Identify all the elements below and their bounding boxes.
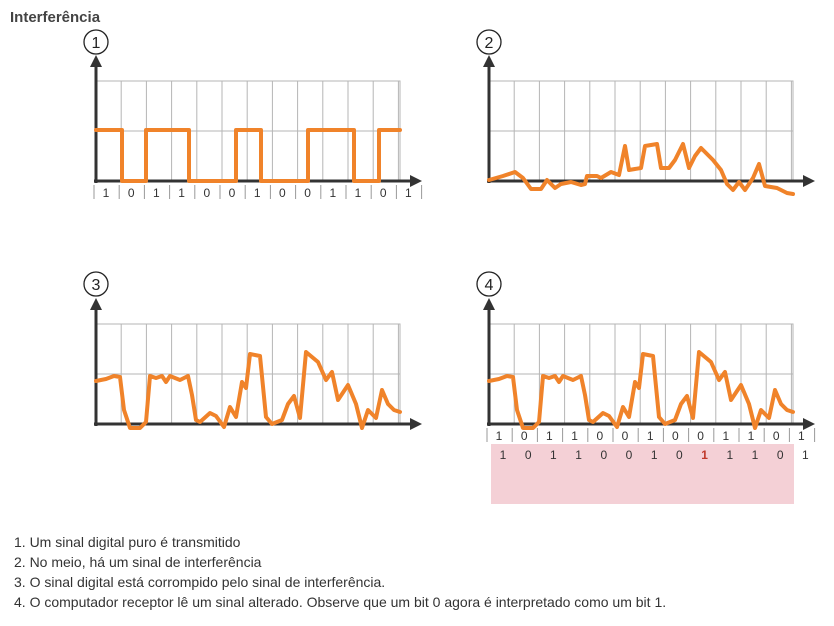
panel-1-bit-labels: 1 0 1 1 0 0 1 0 0 1 1 0 1 <box>93 185 423 200</box>
bit-label: 0 <box>279 186 286 200</box>
signal-line <box>94 128 402 183</box>
bit-label: 1 <box>748 429 755 443</box>
signal-line <box>487 142 795 196</box>
y-axis-arrow-icon <box>90 298 102 310</box>
flipped-bit-label: 1 <box>701 448 708 462</box>
panel-number: 2 <box>485 35 494 52</box>
page-title: Interferência <box>10 9 101 26</box>
signal-line <box>487 350 795 430</box>
bit-label: 0 <box>697 429 704 443</box>
panel-3: 3 <box>83 271 422 430</box>
bit-label: 1 <box>647 429 654 443</box>
bit-label: 0 <box>380 186 387 200</box>
bit-label: 0 <box>304 186 311 200</box>
bit-label: 1 <box>178 186 185 200</box>
bit-label: 1 <box>546 429 553 443</box>
panel-4-bit-labels: 1 0 1 1 0 0 1 0 0 1 1 0 1 <box>486 428 816 443</box>
received-bit-label: 1 <box>550 448 557 462</box>
panel-2-grid <box>488 80 794 182</box>
x-axis-arrow-icon <box>803 418 815 430</box>
received-bit-label: 1 <box>726 448 733 462</box>
y-axis-arrow-icon <box>483 55 495 67</box>
bit-label: 1 <box>254 186 261 200</box>
panel-number-badge <box>83 29 109 55</box>
panel-number: 3 <box>92 277 101 294</box>
panel-number-badge <box>476 271 502 297</box>
bit-label: 1 <box>103 186 110 200</box>
received-bit-label: 1 <box>651 448 658 462</box>
x-axis-arrow-icon <box>803 175 815 187</box>
bit-label: 0 <box>203 186 210 200</box>
bit-label: 1 <box>798 429 805 443</box>
bit-label: 1 <box>355 186 362 200</box>
steps-list: 1. Um sinal digital puro é transmitido 2… <box>14 532 666 612</box>
signal-line <box>94 350 402 430</box>
received-bit-label: 0 <box>777 448 784 462</box>
bit-label: 1 <box>722 429 729 443</box>
received-bit-label: 0 <box>676 448 683 462</box>
panel-2: 2 <box>476 29 815 196</box>
received-bits: 1 0 1 1 0 0 1 0 1 1 1 0 1 <box>491 444 809 504</box>
received-bit-label: 0 <box>626 448 633 462</box>
y-axis-arrow-icon <box>483 298 495 310</box>
bit-label: 0 <box>521 429 528 443</box>
bit-label: 0 <box>672 429 679 443</box>
x-axis-arrow-icon <box>410 418 422 430</box>
bit-label: 0 <box>229 186 236 200</box>
received-bit-label: 0 <box>600 448 607 462</box>
bit-label: 1 <box>405 186 412 200</box>
received-bit-label: 1 <box>575 448 582 462</box>
step-4: 4. O computador receptor lê um sinal alt… <box>14 594 667 610</box>
bit-label: 0 <box>773 429 780 443</box>
bit-label: 0 <box>128 186 135 200</box>
y-axis-arrow-icon <box>90 55 102 67</box>
x-axis-arrow-icon <box>410 175 422 187</box>
bit-label: 1 <box>571 429 578 443</box>
panel-4: 4 1 0 1 1 0 0 1 0 0 1 1 0 1 <box>476 271 816 443</box>
received-bit-label: 0 <box>525 448 532 462</box>
bit-label: 1 <box>153 186 160 200</box>
received-bit-label: 1 <box>752 448 759 462</box>
bit-label: 1 <box>329 186 336 200</box>
panel-1: 1 1 0 1 1 0 0 1 0 0 1 1 0 1 <box>83 29 423 200</box>
received-bit-label: 1 <box>802 448 809 462</box>
step-2: 2. No meio, há um sinal de interferência <box>14 554 262 570</box>
interference-diagram: 11 0 1 1 0 0 1 0 0 1 1 0 123 41 0 1 1 0 0 1 0 0 1 1 0 11 0 1 1 0 0 1 0 1 1… <box>83 29 816 504</box>
panel-number-badge <box>83 271 109 297</box>
panel-number: 4 <box>485 277 494 294</box>
received-bits-box <box>491 444 794 504</box>
bit-label: 0 <box>622 429 629 443</box>
bit-label: 0 <box>596 429 603 443</box>
panel-number: 1 <box>92 35 101 52</box>
step-1: 1. Um sinal digital puro é transmitido <box>14 534 241 550</box>
received-bit-label: 1 <box>500 448 507 462</box>
step-3: 3. O sinal digital está corrompido pelo … <box>14 574 386 590</box>
panel-number-badge <box>476 29 502 55</box>
bit-label: 1 <box>496 429 503 443</box>
